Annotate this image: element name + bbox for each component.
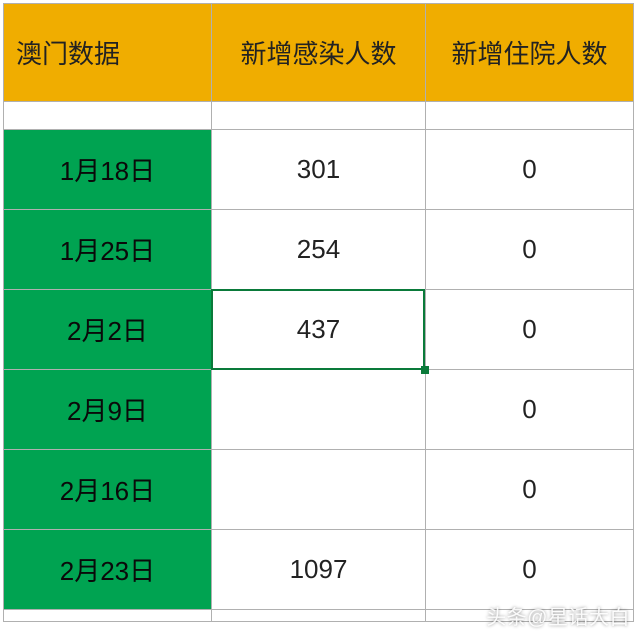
hospitalizations-cell[interactable]: 0 xyxy=(426,530,634,610)
date-cell[interactable]: 2月2日 xyxy=(4,290,212,370)
infections-cell[interactable] xyxy=(211,450,425,530)
infections-cell[interactable] xyxy=(211,370,425,450)
col-header-infections: 新增感染人数 xyxy=(211,4,425,102)
table-row: 2月2日 437 0 xyxy=(4,290,634,370)
table-container: 澳门数据 新增感染人数 新增住院人数 1月18日 301 0 1月25日 254… xyxy=(0,0,640,622)
spacer-row xyxy=(4,102,634,130)
date-cell[interactable]: 2月23日 xyxy=(4,530,212,610)
watermark-text: 头条@星话大白 xyxy=(486,601,630,630)
table-row: 2月16日 0 xyxy=(4,450,634,530)
hospitalizations-cell[interactable]: 0 xyxy=(426,290,634,370)
table-row: 2月23日 1097 0 xyxy=(4,530,634,610)
date-cell[interactable]: 2月9日 xyxy=(4,370,212,450)
header-row: 澳门数据 新增感染人数 新增住院人数 xyxy=(4,4,634,102)
date-cell[interactable]: 1月18日 xyxy=(4,130,212,210)
data-table: 澳门数据 新增感染人数 新增住院人数 1月18日 301 0 1月25日 254… xyxy=(3,3,634,622)
infections-cell[interactable]: 1097 xyxy=(211,530,425,610)
hospitalizations-cell[interactable]: 0 xyxy=(426,210,634,290)
table-row: 1月18日 301 0 xyxy=(4,130,634,210)
infections-cell[interactable]: 301 xyxy=(211,130,425,210)
table-row: 1月25日 254 0 xyxy=(4,210,634,290)
col-header-hospitalizations: 新增住院人数 xyxy=(426,4,634,102)
hospitalizations-cell[interactable]: 0 xyxy=(426,450,634,530)
col-header-region: 澳门数据 xyxy=(4,4,212,102)
date-cell[interactable]: 1月25日 xyxy=(4,210,212,290)
hospitalizations-cell[interactable]: 0 xyxy=(426,130,634,210)
infections-cell[interactable]: 437 xyxy=(211,290,425,370)
hospitalizations-cell[interactable]: 0 xyxy=(426,370,634,450)
table-row: 2月9日 0 xyxy=(4,370,634,450)
date-cell[interactable]: 2月16日 xyxy=(4,450,212,530)
infections-cell[interactable]: 254 xyxy=(211,210,425,290)
